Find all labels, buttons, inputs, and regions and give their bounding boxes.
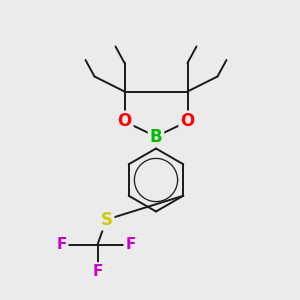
Text: F: F	[56, 237, 67, 252]
Text: O: O	[180, 112, 195, 130]
Text: B: B	[150, 128, 162, 146]
Text: O: O	[117, 112, 132, 130]
Text: F: F	[125, 237, 136, 252]
Text: F: F	[92, 264, 103, 279]
Text: S: S	[100, 211, 112, 229]
